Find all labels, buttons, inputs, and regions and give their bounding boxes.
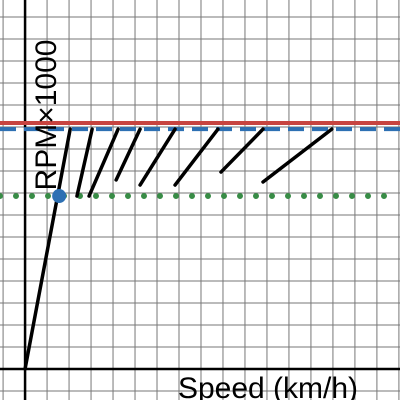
gear-line: [261, 127, 334, 184]
gear-line: [75, 127, 94, 198]
x-axis-label: Speed (km/h): [178, 372, 358, 400]
gear-line: [114, 127, 142, 182]
point: [52, 189, 67, 204]
gear-line: [138, 127, 177, 187]
gear-line: [173, 127, 220, 187]
y-axis-label: RPM×1000: [30, 40, 63, 191]
gear-line: [23, 127, 72, 371]
gear-line: [87, 127, 120, 198]
gear-line: [219, 127, 265, 174]
